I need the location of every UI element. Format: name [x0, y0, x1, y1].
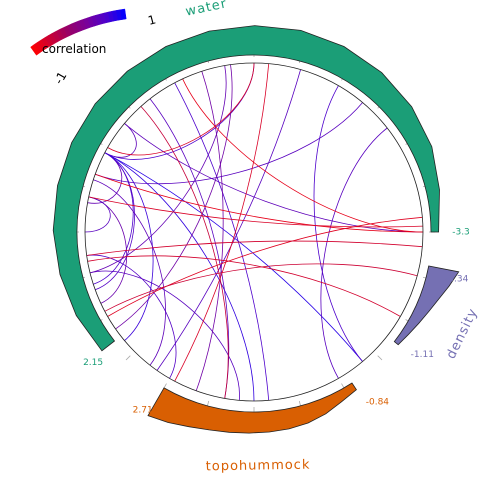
correlation-link — [86, 254, 177, 379]
correlation-link — [95, 173, 424, 233]
track-min-label: -1.11 — [411, 350, 434, 360]
correlation-link — [104, 152, 255, 402]
correlation-links — [84, 62, 424, 402]
track-label-density: density — [444, 306, 480, 362]
correlation-link — [104, 152, 363, 362]
correlation-link — [104, 263, 418, 312]
correlation-legend: correlation -1 1 — [30, 8, 157, 87]
correlation-link — [84, 196, 111, 233]
correlation-link — [195, 71, 224, 391]
correlation-link — [313, 85, 363, 362]
correlation-link — [107, 216, 423, 317]
correlation-link — [149, 98, 230, 399]
track-max-label: 2.71 — [133, 406, 153, 416]
track-min-label: -0.84 — [366, 397, 390, 407]
legend-title: correlation — [42, 42, 106, 56]
track-topohummock — [147, 382, 357, 434]
legend-color-segment — [120, 8, 127, 20]
correlation-link — [86, 240, 423, 256]
correlation-link — [95, 102, 363, 185]
legend-max-label: 1 — [146, 12, 157, 28]
correlation-link — [156, 69, 301, 371]
correlation-link — [174, 82, 270, 401]
correlation-link — [87, 255, 401, 317]
correlation-link — [88, 196, 127, 304]
correlation-link — [140, 106, 229, 399]
correlation-link — [115, 64, 233, 330]
correlation-link — [104, 152, 154, 341]
track-label-topohummock: topohummock — [206, 458, 311, 475]
correlation-link — [93, 179, 166, 366]
tick-mark — [377, 355, 383, 361]
inner-circle — [84, 62, 424, 402]
track-density — [393, 265, 460, 346]
correlation-link — [93, 152, 134, 285]
correlation-link — [107, 62, 255, 156]
correlation-link — [182, 78, 424, 233]
track-water — [52, 25, 440, 352]
track-max-label: 2.15 — [83, 358, 103, 368]
track-label-water: water — [184, 0, 228, 20]
correlation-link — [89, 65, 227, 274]
track-max-label: -0.34 — [445, 274, 469, 284]
legend-min-label: -1 — [51, 69, 69, 86]
correlation-link — [320, 127, 388, 379]
track-min-label: -3.3 — [452, 228, 470, 238]
tick-mark — [125, 355, 131, 361]
correlation-link — [174, 63, 270, 382]
variable-tracks: water -3.3 2.15 density -1.11 -0.34 topohummoc… — [52, 0, 480, 475]
correlation-link — [88, 196, 423, 228]
correlation-link — [89, 270, 240, 401]
correlation-link — [124, 123, 424, 233]
